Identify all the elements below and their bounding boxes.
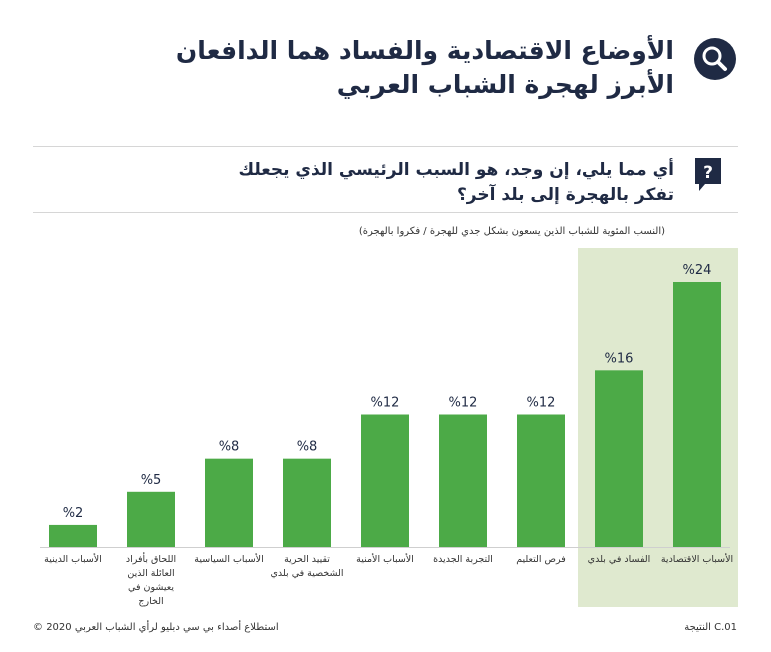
data-label: %16 bbox=[605, 351, 634, 366]
question-line-1: أي مما يلي، إن وجد، هو السبب الرئيسي الذ… bbox=[238, 160, 674, 180]
page-title: الأوضاع الاقتصادية والفساد هما الدافعان … bbox=[114, 34, 674, 102]
divider-middle bbox=[33, 212, 738, 213]
category-label: الفساد في بلدي bbox=[587, 554, 651, 565]
bar bbox=[127, 491, 175, 547]
divider-top bbox=[33, 146, 738, 147]
category-label: تقييد الحرية الشخصية في بلدي bbox=[270, 554, 344, 579]
result-code: النتيجة C.01 bbox=[684, 622, 737, 633]
category-label: التجربة الجديدة bbox=[433, 554, 493, 565]
bar bbox=[361, 414, 409, 547]
data-label: %24 bbox=[683, 263, 712, 278]
title-line-2: الأبرز لهجرة الشباب العربي bbox=[336, 70, 674, 99]
bar bbox=[439, 414, 487, 547]
bar bbox=[49, 524, 97, 547]
category-label: فرص التعليم bbox=[516, 554, 566, 565]
question-bubble-icon: ? bbox=[695, 158, 721, 192]
source-note: © استطلاع أصداء بي سي دبليو لرأي الشباب … bbox=[33, 622, 279, 633]
category-label: الأسباب السياسية bbox=[194, 554, 264, 565]
category-label: الأسباب الدينية bbox=[44, 554, 102, 565]
data-label: %12 bbox=[449, 396, 478, 411]
bar bbox=[205, 458, 253, 547]
data-label: %2 bbox=[63, 506, 84, 521]
category-label: الأسباب الأمنية bbox=[356, 554, 414, 565]
data-label: %5 bbox=[141, 473, 162, 488]
search-icon bbox=[694, 38, 736, 80]
category-label: اللحاق بأفراد العائلة الذين يعيشون في ال… bbox=[125, 554, 177, 607]
data-label: %8 bbox=[219, 440, 240, 455]
svg-text:?: ? bbox=[703, 163, 713, 183]
bar bbox=[283, 458, 331, 547]
bar bbox=[517, 414, 565, 547]
bar bbox=[595, 370, 643, 547]
category-label: الأسباب الاقتصادية bbox=[660, 554, 734, 565]
data-label: %8 bbox=[297, 440, 318, 455]
data-label: %12 bbox=[371, 396, 400, 411]
data-label: %12 bbox=[527, 396, 556, 411]
survey-question: أي مما يلي، إن وجد، هو السبب الرئيسي الذ… bbox=[114, 158, 674, 208]
chart-note: (النسب المئوية للشباب الذين يسعون بشكل ج… bbox=[358, 226, 665, 237]
question-line-2: تفكر بالهجرة إلى بلد آخر؟ bbox=[456, 185, 674, 205]
title-line-1: الأوضاع الاقتصادية والفساد هما الدافعان bbox=[175, 36, 674, 65]
bar bbox=[673, 282, 721, 547]
